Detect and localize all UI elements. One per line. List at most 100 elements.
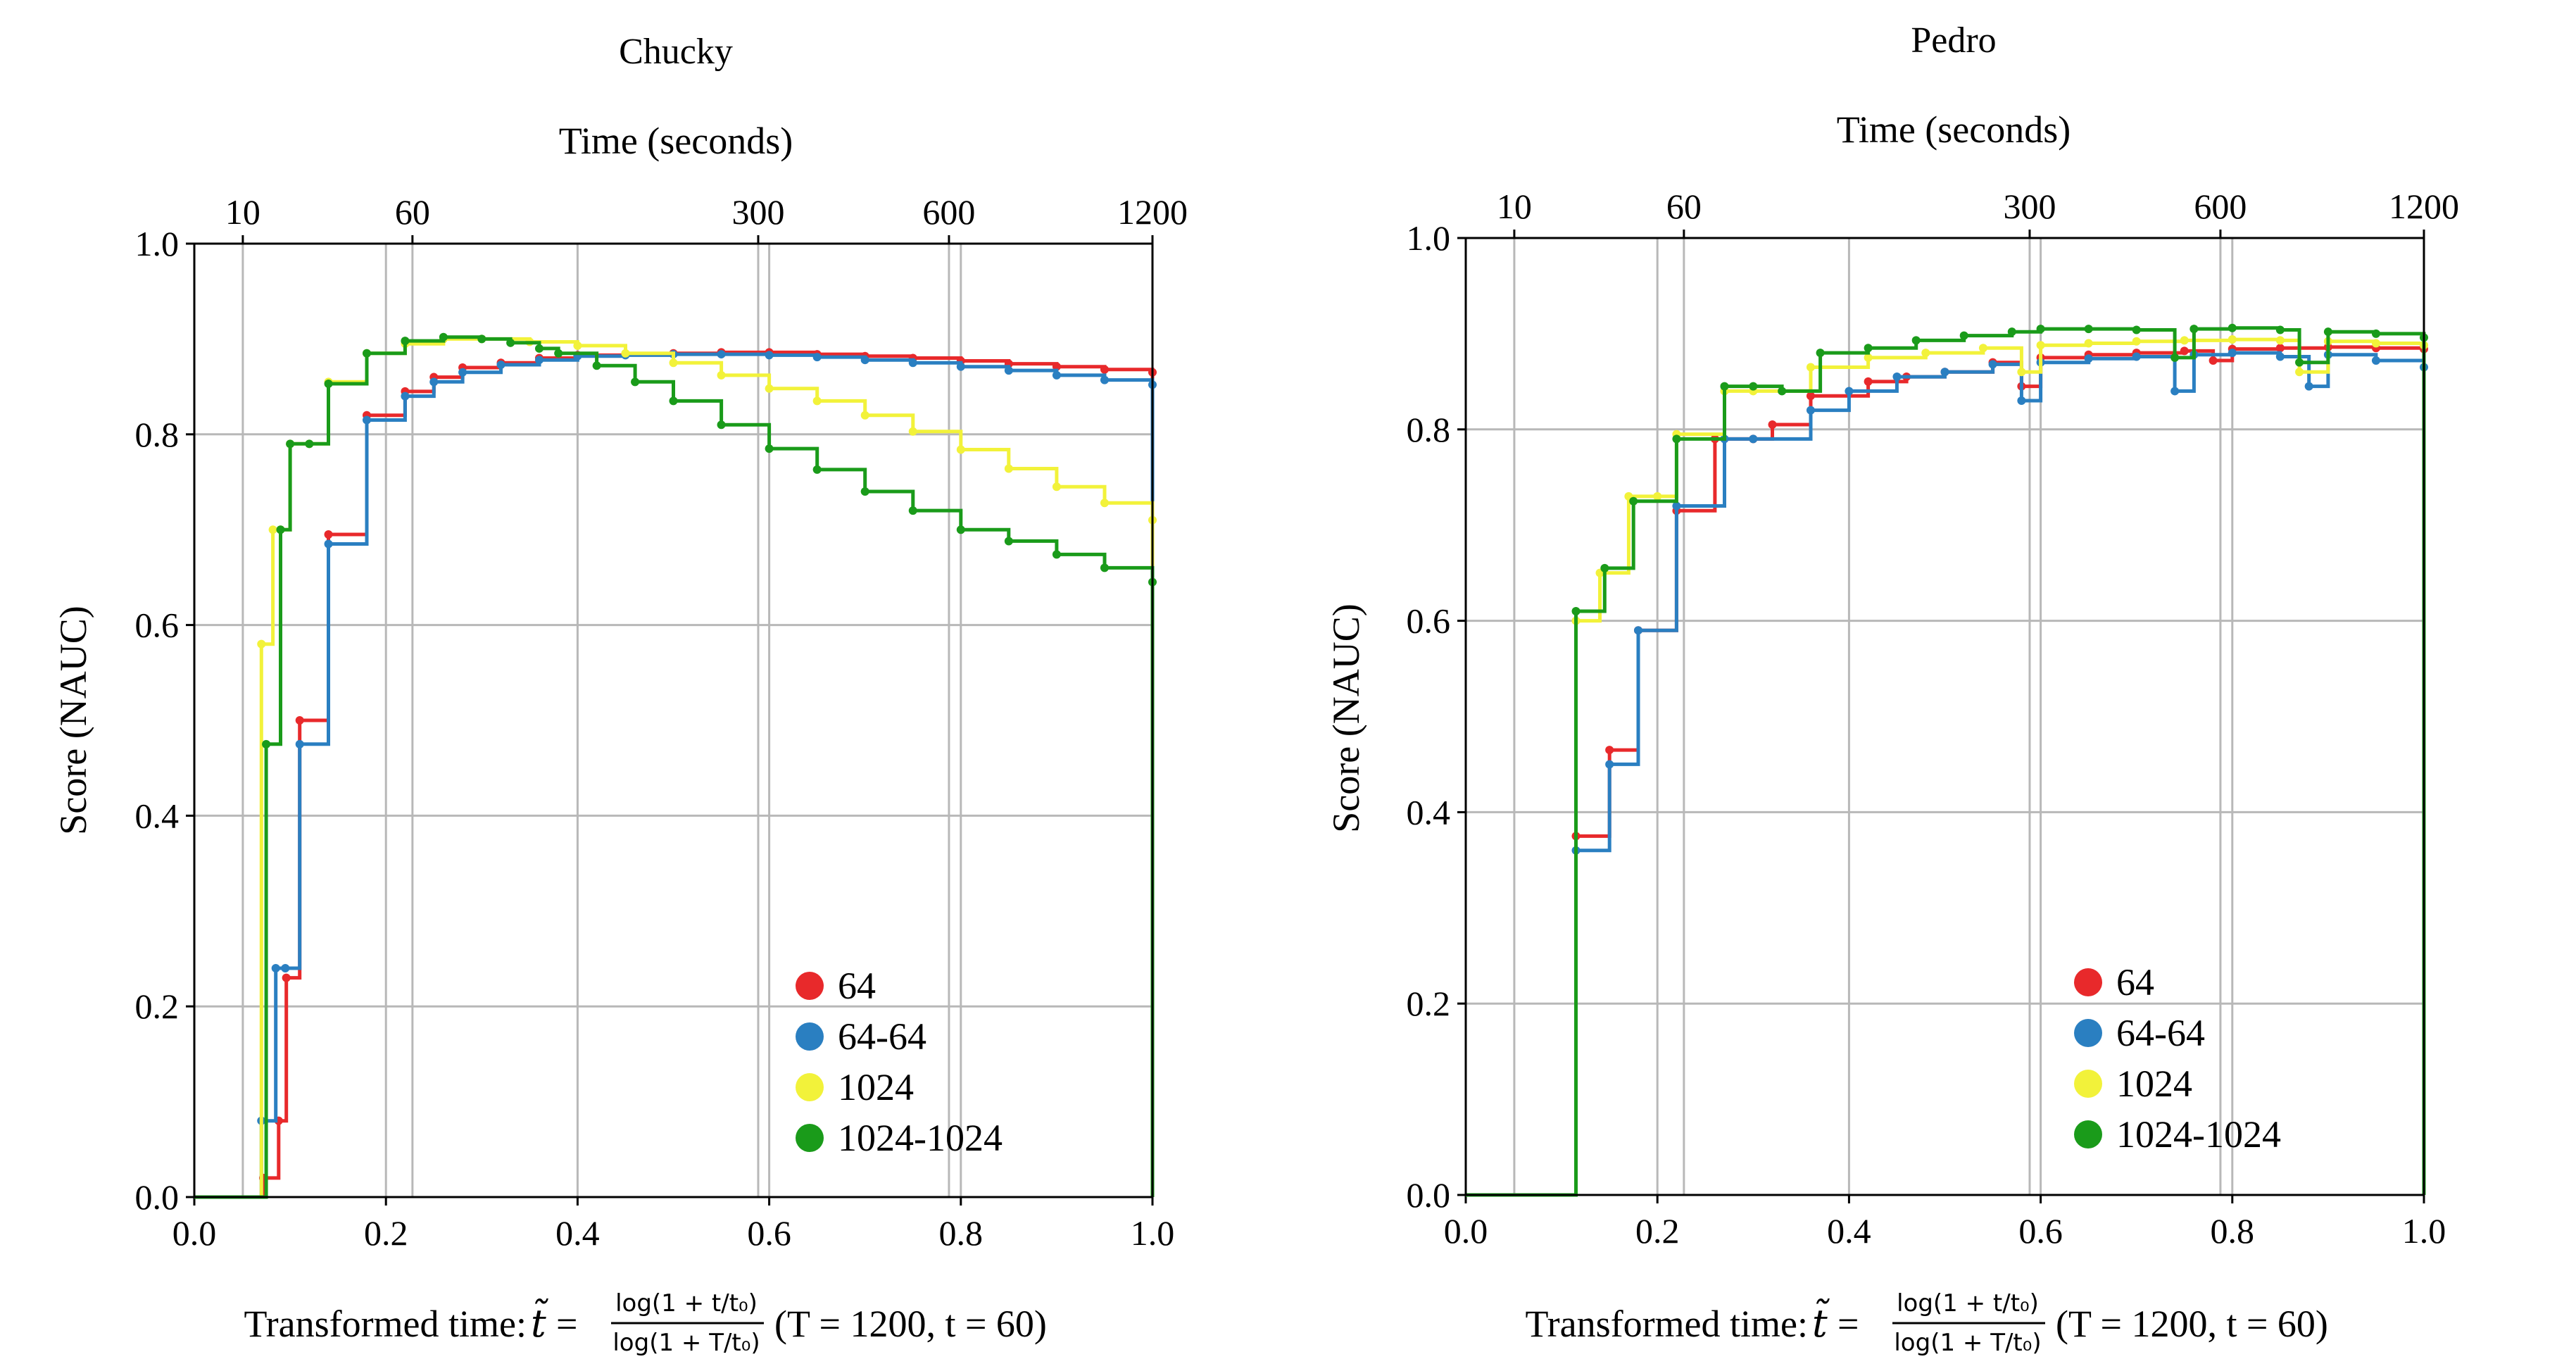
- data-point: [1845, 387, 1854, 396]
- series-line: [194, 350, 1155, 1199]
- data-point: [1100, 563, 1109, 572]
- data-point: [2084, 325, 2093, 334]
- x-axis-label-denominator: log(1 + T/t₀): [1894, 1329, 2041, 1357]
- data-point: [268, 525, 277, 534]
- x-axis-label-prefix: Transformed time:: [244, 1303, 527, 1345]
- data-point: [362, 349, 371, 358]
- legend-label: 1024: [2116, 1063, 2192, 1105]
- y-tick-label: 0.2: [1407, 984, 1451, 1023]
- data-point: [1749, 382, 1758, 391]
- y-axis-ticks: 0.0 0.2 0.4 0.6 0.8 1.0: [135, 224, 194, 1217]
- data-point: [2180, 346, 2189, 356]
- data-point: [1806, 363, 1815, 372]
- data-point: [1806, 406, 1815, 415]
- data-point: [1720, 382, 1729, 391]
- data-point: [1864, 377, 1873, 386]
- top-tick-label: 300: [2003, 187, 2056, 226]
- legend-label: 1024-1024: [838, 1117, 1003, 1159]
- data-point: [477, 334, 486, 344]
- data-point: [458, 368, 467, 377]
- legend-marker: [796, 1073, 824, 1101]
- x-tick-label: 0.6: [747, 1213, 791, 1253]
- data-point: [2180, 336, 2189, 345]
- data-point: [271, 964, 280, 973]
- y-tick-label: 1.0: [135, 224, 180, 263]
- data-point: [592, 361, 601, 370]
- data-point: [262, 739, 271, 749]
- data-point: [2295, 358, 2304, 367]
- data-point: [554, 349, 563, 358]
- x-axis-ticks: 0.0 0.2 0.4 0.6 0.8 1.0: [172, 1197, 1174, 1253]
- series-1024-1024: [1466, 323, 2428, 1197]
- x-tick-label: 0.2: [1635, 1211, 1680, 1251]
- data-point: [257, 639, 266, 649]
- data-point: [1633, 626, 1642, 635]
- plot-frame: [1464, 237, 2425, 1196]
- top-axis-ticks: 10 60 300 600 1200: [1497, 187, 2459, 238]
- series-line: [1466, 351, 2426, 1197]
- data-point: [908, 427, 917, 436]
- data-point: [908, 358, 917, 368]
- legend-item: 64: [796, 965, 876, 1007]
- x-tick-label: 0.2: [364, 1213, 408, 1253]
- legend: 64 64-64 1024 1024-1024: [796, 965, 1003, 1159]
- data-point: [506, 338, 515, 347]
- data-point: [1978, 344, 1987, 353]
- data-point: [1778, 387, 1787, 396]
- data-point: [631, 377, 640, 387]
- data-point: [1911, 336, 1921, 345]
- data-point: [1749, 434, 1758, 444]
- data-point: [324, 539, 333, 549]
- legend-marker: [2074, 1070, 2102, 1098]
- data-point: [669, 396, 678, 406]
- data-point: [1052, 482, 1061, 492]
- data-point: [956, 445, 965, 454]
- x-axis-label-equals: =: [556, 1303, 577, 1345]
- data-point: [2036, 325, 2045, 334]
- data-point: [439, 332, 448, 342]
- y-tick-label: 0.4: [135, 796, 180, 835]
- data-point: [2036, 341, 2045, 350]
- legend-item: 1024: [2074, 1063, 2192, 1105]
- x-axis-label: Transformed time: t̃ = log(1 + t/t₀) log…: [1526, 1289, 2328, 1357]
- top-tick-label: 10: [1497, 187, 1532, 226]
- data-point: [1004, 537, 1013, 546]
- legend-item: 64-64: [2074, 1012, 2205, 1054]
- data-point: [1629, 496, 1638, 506]
- legend-marker: [2074, 968, 2102, 996]
- data-point: [2228, 323, 2237, 332]
- chart-title: Pedro: [1911, 20, 1996, 61]
- x-tick-label: 0.4: [1827, 1211, 1871, 1251]
- legend-marker: [796, 1022, 824, 1051]
- y-tick-label: 1.0: [1407, 218, 1451, 258]
- data-point: [1816, 349, 1825, 358]
- data-point: [1768, 420, 1777, 430]
- x-tick-label: 0.0: [1444, 1211, 1488, 1251]
- y-axis-label: Score (NAUC): [52, 606, 94, 834]
- data-point: [1921, 349, 1930, 358]
- data-point: [1988, 360, 1997, 369]
- top-tick-label: 10: [225, 192, 260, 232]
- data-point: [2275, 325, 2285, 334]
- data-point: [2371, 329, 2380, 338]
- x-axis-label-numerator: log(1 + t/t₀): [1897, 1289, 2039, 1317]
- data-point: [1100, 365, 1109, 374]
- data-point: [1100, 499, 1109, 508]
- data-point: [2170, 387, 2180, 396]
- data-point: [1052, 550, 1061, 559]
- data-point: [295, 716, 304, 725]
- data-point: [860, 487, 869, 496]
- data-point: [2132, 352, 2141, 361]
- data-point: [324, 530, 333, 539]
- legend-item: 64: [2074, 961, 2154, 1003]
- data-point: [2017, 368, 2026, 377]
- series-64-64: [1466, 349, 2428, 1197]
- y-tick-label: 0.8: [135, 415, 180, 454]
- y-axis-label: Score (NAUC): [1325, 603, 1367, 832]
- x-axis-label-equals: =: [1837, 1303, 1859, 1345]
- data-point: [765, 351, 774, 360]
- data-point: [765, 444, 774, 453]
- grid: [194, 244, 1152, 1197]
- data-point: [1100, 375, 1109, 384]
- x-axis-label-symbol: t̃: [1812, 1298, 1830, 1346]
